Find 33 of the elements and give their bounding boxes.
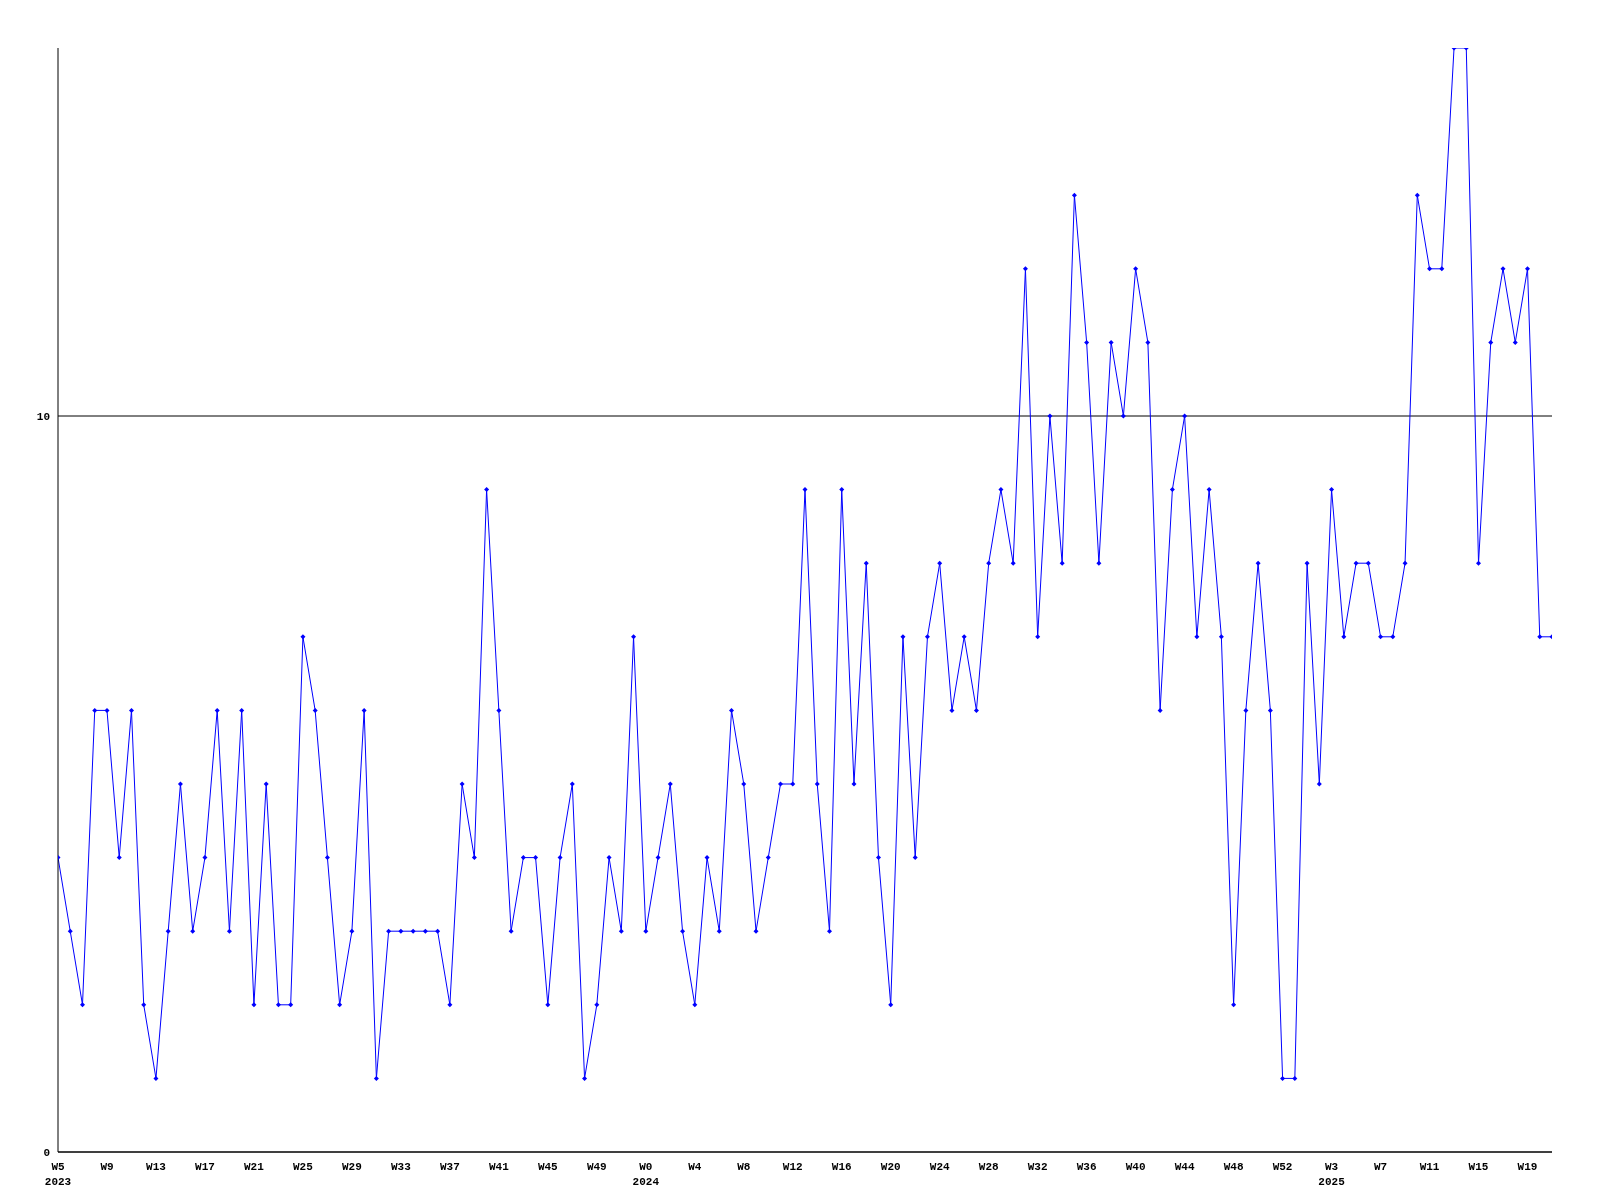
x-tick-label: W16	[831, 1161, 852, 1173]
x-tick-label: W28	[978, 1161, 999, 1173]
x-tick-label: W21	[244, 1161, 265, 1173]
y-tick-label: 0	[43, 1146, 50, 1159]
x-tick-label: W4	[688, 1161, 702, 1173]
x-tick-label: W32	[1027, 1161, 1048, 1173]
x-tick-label: W33	[390, 1161, 412, 1173]
x-tick-label: W19	[1517, 1161, 1538, 1173]
x-tick-label: W48	[1223, 1161, 1244, 1173]
x-tick-label: W0 2024	[632, 1161, 660, 1188]
x-tick-label: W8	[737, 1161, 751, 1173]
x-tick-label: W37	[439, 1161, 460, 1173]
x-tick-label: W40	[1125, 1161, 1146, 1173]
x-tick-label: W11	[1419, 1161, 1440, 1173]
x-tick-label: W17	[195, 1161, 215, 1173]
x-tick-label: W49	[586, 1161, 607, 1173]
x-tick-label: W25	[293, 1161, 314, 1173]
y-tick-label: 10	[36, 410, 50, 423]
x-tick-label: W29	[342, 1161, 362, 1173]
x-tick-label: W12	[782, 1161, 803, 1173]
x-tick-label: W52	[1272, 1161, 1293, 1173]
x-tick-label: W5 2023	[44, 1161, 72, 1188]
x-tick-label: W20	[880, 1161, 901, 1173]
x-tick-label: W7	[1373, 1161, 1388, 1173]
x-tick-label: W9	[100, 1161, 114, 1173]
x-tick-label: W36	[1076, 1161, 1097, 1173]
x-tick-label: W24	[929, 1161, 950, 1173]
x-tick-label: W3 2025	[1318, 1161, 1346, 1188]
x-tick-label: W45	[537, 1161, 559, 1173]
x-tick-label: W41	[488, 1161, 510, 1173]
x-tick-label: W13	[146, 1161, 167, 1173]
x-tick-label: W15	[1468, 1161, 1489, 1173]
x-tick-label: W44	[1174, 1161, 1195, 1173]
